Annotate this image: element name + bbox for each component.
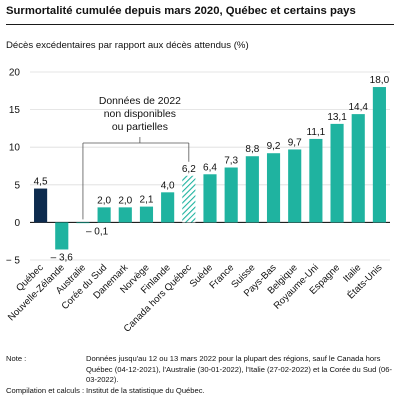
value-label: – 0,1 [86, 226, 109, 237]
value-label: 11,1 [307, 127, 326, 138]
note-key: Note : [6, 354, 27, 363]
bar-nouvelle-z-lande [55, 222, 69, 250]
bar-qu-bec [34, 188, 48, 223]
bar-finlande [161, 192, 175, 223]
bar-norv-ge [139, 206, 154, 223]
value-label: 9,7 [288, 137, 302, 148]
bar--tats-unis [372, 87, 386, 223]
note-text: Données jusqu'au 12 ou 13 mars 2022 pour… [86, 354, 392, 384]
value-label: 4,0 [161, 180, 175, 191]
bar-australie [76, 222, 90, 224]
value-label: 9,2 [267, 141, 281, 152]
y-axis-label: Décès excédentaires par rapport aux décè… [6, 40, 249, 51]
value-label: 14,4 [349, 102, 369, 113]
y-tick-label: 0 [14, 218, 20, 229]
value-label: 7,3 [224, 156, 238, 167]
bar-france [224, 167, 238, 223]
annotation-text: ou partielles [112, 122, 168, 133]
bar-pays-bas [266, 153, 281, 223]
y-tick-label: 5 [14, 180, 20, 191]
value-label: 2,1 [140, 195, 154, 206]
annotation-text: non disponibles [104, 109, 176, 120]
bar-suisse [245, 156, 259, 223]
value-label: 6,2 [182, 164, 196, 175]
bar-royaume-uni [309, 138, 323, 223]
bar-danemark [118, 207, 132, 223]
value-label: 2,0 [118, 195, 132, 206]
bar-su-de [203, 174, 217, 223]
bar-cor-e-du-sud [97, 207, 111, 223]
chart-title: Surmortalité cumulée depuis mars 2020, Q… [6, 5, 356, 17]
value-label: 18,0 [370, 75, 390, 86]
bar-canada-hors-qu-bec [182, 175, 196, 223]
category-label: France [207, 262, 236, 291]
value-label: 8,8 [245, 144, 259, 155]
bar-espagne [330, 123, 344, 223]
source-text: Institut de la statistique du Québec. [86, 385, 205, 395]
value-label: 2,0 [97, 195, 111, 206]
bar-italie [351, 114, 365, 223]
value-label: 13,1 [327, 112, 347, 123]
bar-belgique [288, 149, 302, 223]
title-rule [6, 24, 394, 25]
y-tick-label: − 5 [6, 256, 21, 267]
y-tick-label: 20 [9, 68, 21, 79]
source-key: Compilation et calculs : [6, 385, 85, 395]
y-tick-label: 10 [9, 143, 21, 154]
chart-notes: Note : Données jusqu'au 12 ou 13 mars 20… [6, 354, 398, 396]
value-label: 6,4 [203, 162, 217, 173]
annotation-text: Données de 2022 [99, 96, 181, 107]
value-label: – 3,6 [51, 252, 74, 263]
y-tick-label: 15 [9, 105, 21, 116]
value-label: 4,5 [34, 177, 48, 188]
